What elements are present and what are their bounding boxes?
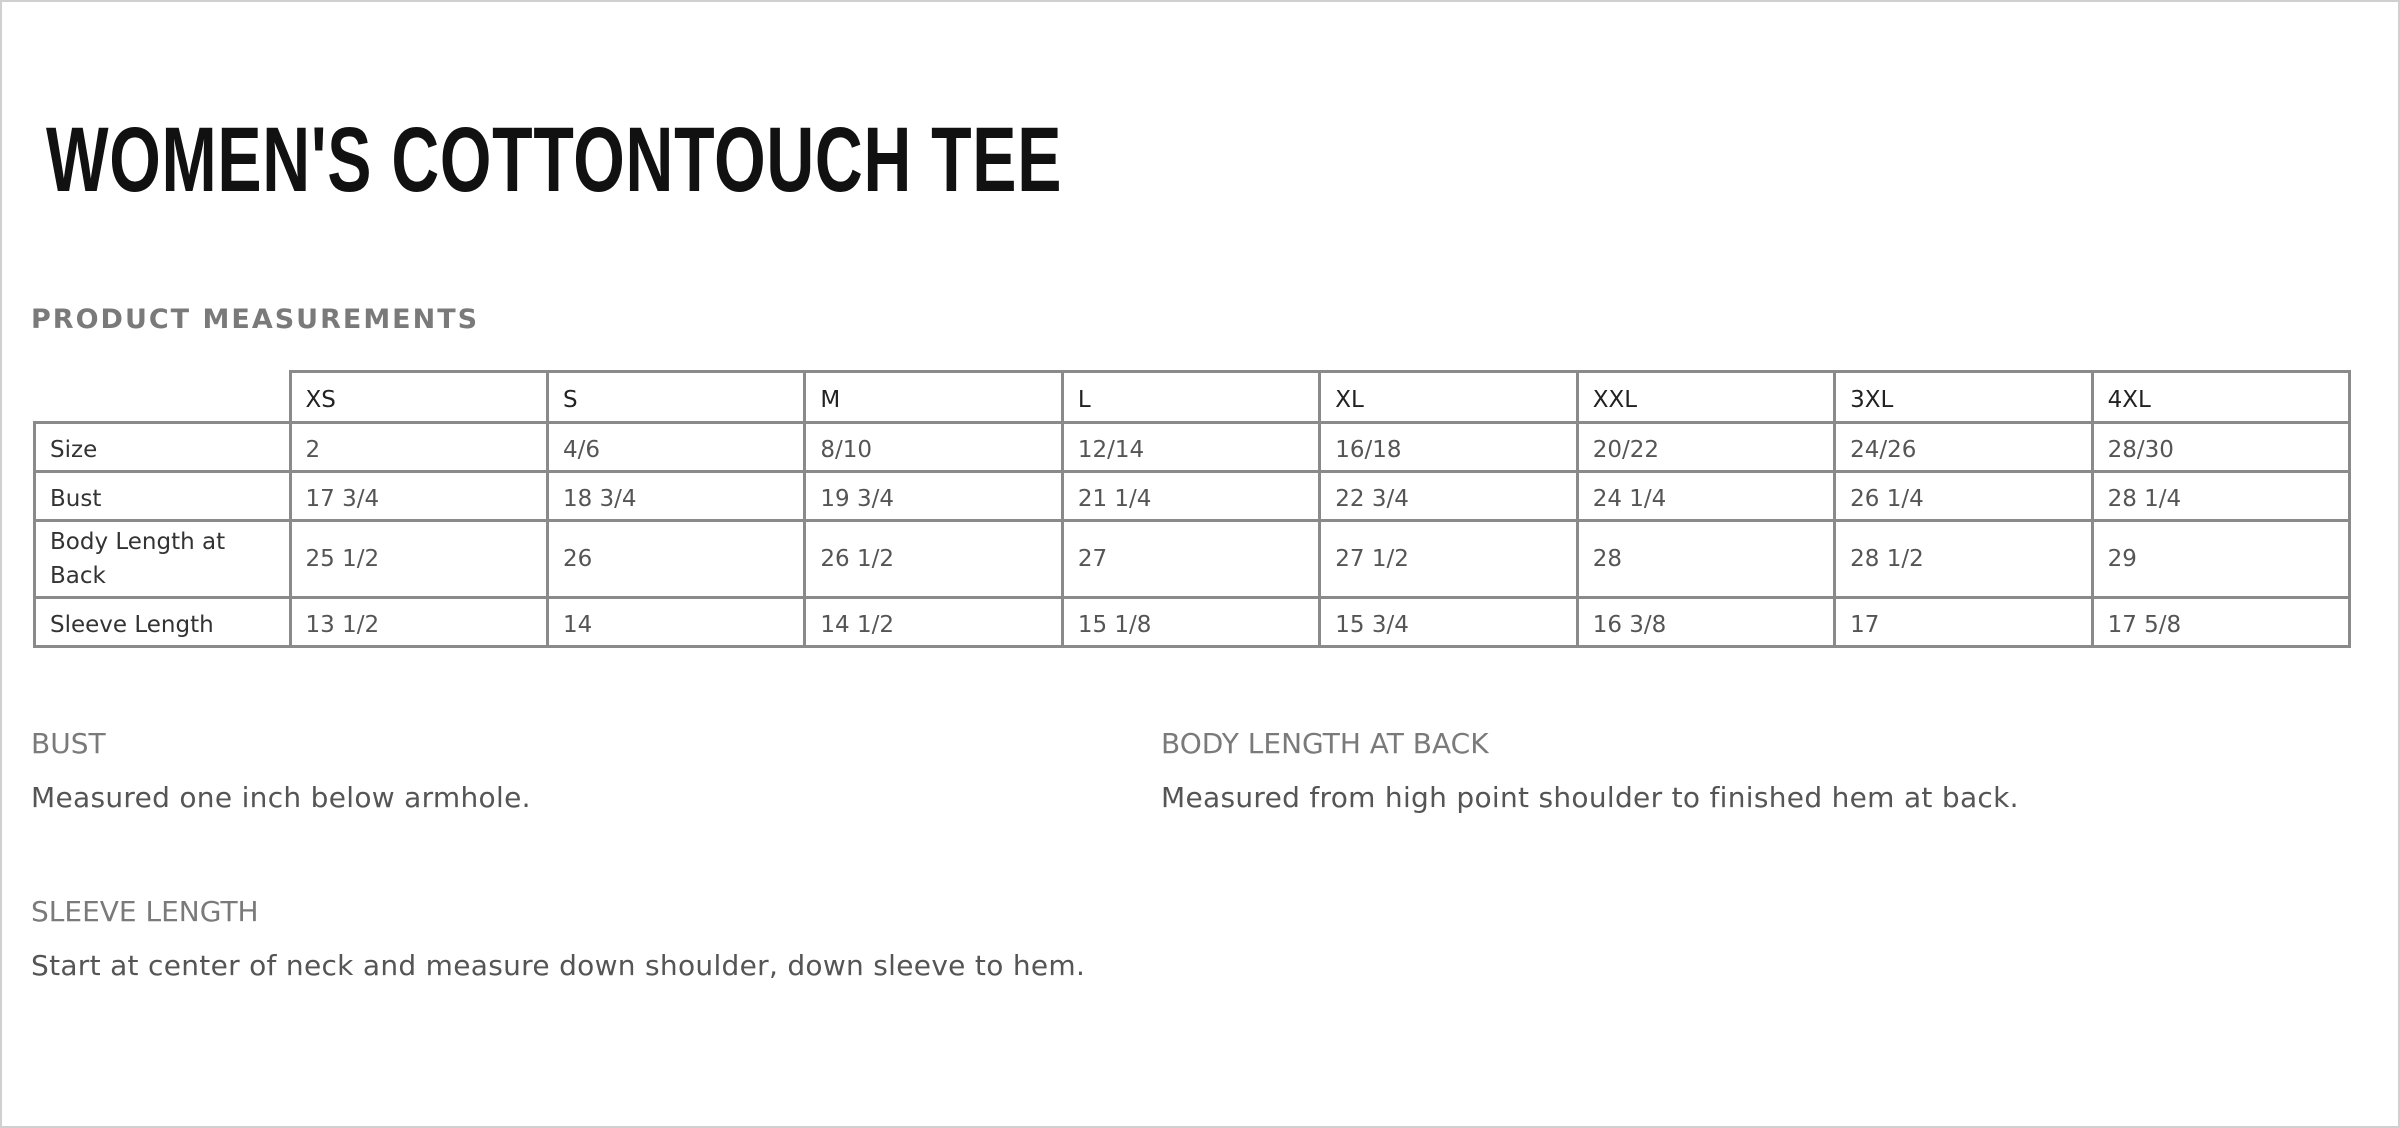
table-cell: 22 3/4 (1318, 470, 1579, 522)
definition-title: BUST (31, 727, 106, 760)
table-cell: 29 (2090, 519, 2352, 599)
table-cell: 25 1/2 (288, 519, 549, 599)
table-cell: 24/26 (1833, 421, 2094, 473)
table-row: Size 2 4/6 8/10 12/14 16/18 20/22 24/26 28/30 (33, 421, 2352, 473)
definition-text: Measured one inch below armhole. (31, 781, 531, 814)
table-cell: 2 (288, 421, 549, 473)
column-header: 4XL (2090, 370, 2352, 424)
definition-title: SLEEVE LENGTH (31, 895, 259, 928)
table-cell: 24 1/4 (1575, 470, 1837, 522)
definition-text: Measured from high point shoulder to fin… (1161, 781, 2019, 814)
table-cell: 8/10 (803, 421, 1064, 473)
table-cell: 14 1/2 (803, 596, 1064, 648)
table-cell: 28 1/4 (2090, 470, 2352, 522)
definition-text: Start at center of neck and measure down… (31, 949, 1086, 982)
column-header: XL (1318, 370, 1579, 424)
definition-bust: BUST Measured one inch below armhole. (31, 724, 1111, 824)
row-label: Size (33, 421, 292, 473)
table-cell: 26 1/2 (803, 519, 1064, 599)
table-cell: 15 1/8 (1060, 596, 1322, 648)
table-cell: 16/18 (1318, 421, 1579, 473)
definition-body-length: BODY LENGTH AT BACK Measured from high p… (1161, 724, 2241, 824)
table-cell: 28 (1575, 519, 1837, 599)
table-cell: 12/14 (1060, 421, 1322, 473)
table-cell: 4/6 (545, 421, 807, 473)
row-label: Bust (33, 470, 292, 522)
page-title: WOMEN'S COTTONTOUCH TEE (46, 109, 1063, 211)
table-cell: 15 3/4 (1318, 596, 1579, 648)
definition-sleeve-length: SLEEVE LENGTH Start at center of neck an… (31, 892, 1111, 992)
table-cell: 21 1/4 (1060, 470, 1322, 522)
table-cell: 18 3/4 (545, 470, 807, 522)
table-cell: 14 (545, 596, 807, 648)
column-header: S (545, 370, 807, 424)
section-heading: PRODUCT MEASUREMENTS (31, 304, 480, 335)
table-cell: 26 1/4 (1833, 470, 2094, 522)
row-label: Sleeve Length (33, 596, 292, 648)
column-header: L (1060, 370, 1322, 424)
table-cell: 26 (545, 519, 807, 599)
table-row: Bust 17 3/4 18 3/4 19 3/4 21 1/4 22 3/4 24 1/4… (33, 470, 2352, 522)
table-cell: 27 (1060, 519, 1322, 599)
table-cell: 19 3/4 (803, 470, 1064, 522)
table-cell: 28/30 (2090, 421, 2352, 473)
column-header: M (803, 370, 1064, 424)
measurements-table: XS S M L XL XXL 3XL 4XL Size 2 4/6 8/10 12/1… (33, 370, 2352, 648)
table-cell: 28 1/2 (1833, 519, 2094, 599)
table-cell: 27 1/2 (1318, 519, 1579, 599)
column-header: 3XL (1833, 370, 2094, 424)
row-label: Body Length at Back (33, 519, 292, 599)
table-cell: 17 5/8 (2090, 596, 2352, 648)
table-cell: 17 (1833, 596, 2094, 648)
column-header: XS (288, 370, 549, 424)
column-header: XXL (1575, 370, 1837, 424)
table-row: Body Length at Back 25 1/2 26 26 1/2 27 27 1/… (33, 519, 2352, 599)
table-cell: 13 1/2 (288, 596, 549, 648)
header-blank-cell (34, 371, 292, 424)
table-cell: 20/22 (1575, 421, 1837, 473)
table-header-row: XS S M L XL XXL 3XL 4XL (34, 370, 2352, 424)
table-cell: 16 3/8 (1575, 596, 1837, 648)
definition-title: BODY LENGTH AT BACK (1161, 727, 1489, 760)
table-cell: 17 3/4 (288, 470, 549, 522)
table-row: Sleeve Length 13 1/2 14 14 1/2 15 1/8 15 3/4 1… (33, 596, 2352, 648)
